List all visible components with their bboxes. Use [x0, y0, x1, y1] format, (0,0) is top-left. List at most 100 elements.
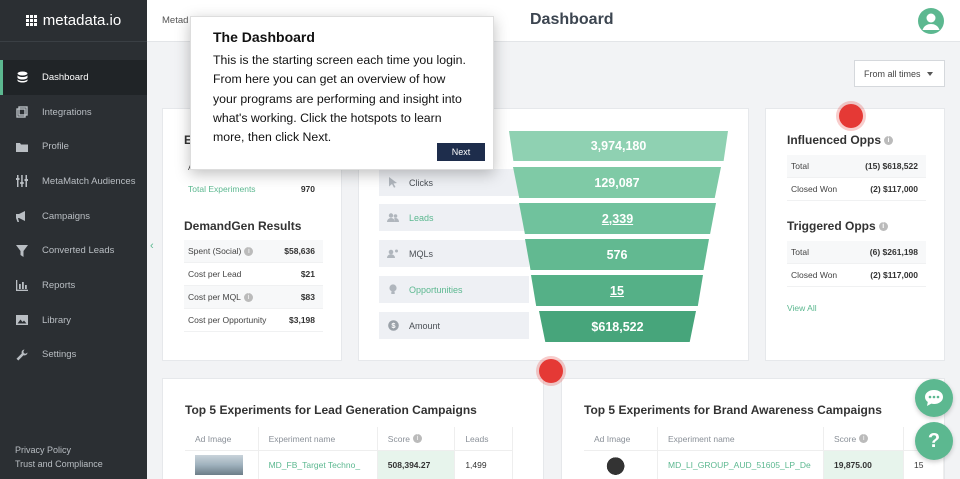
demandgen-title: DemandGen Results — [184, 219, 302, 233]
column-header-label: Score — [834, 433, 857, 444]
row-label: Closed Won — [791, 184, 838, 194]
table-header: Ad Image Experiment name Score i — [584, 427, 944, 451]
influenced-table: Total (15) $618,522 Closed Won (2) $117,00… — [787, 155, 926, 201]
row-label: Cost per Lead — [188, 269, 242, 279]
user-star-icon — [387, 249, 399, 259]
demandgen-table: Spent (Social) i $58,636 Cost per Lead $21 … — [184, 240, 323, 332]
experiment-name-cell[interactable]: MD_FB_Target Techno_ — [259, 451, 378, 479]
funnel-bar-amount: $618,522 — [539, 311, 696, 342]
tooltip-title: The Dashboard — [213, 29, 315, 45]
row-label: Cost per Opportunity — [188, 315, 267, 325]
database-icon — [15, 71, 29, 83]
brand-awareness-card: Top 5 Experiments for Brand Awareness Ca… — [561, 378, 945, 479]
sidebar-item-reports[interactable]: Reports — [0, 268, 147, 303]
chevron-left-icon[interactable]: ‹ — [150, 240, 154, 252]
sidebar-item-label: Profile — [42, 141, 69, 153]
funnel-bar-impressions: 3,974,180 — [509, 131, 728, 161]
chat-button[interactable] — [915, 379, 953, 417]
row-value: (2) $117,000 — [870, 184, 918, 194]
influenced-opps-title: Influenced Opps i — [787, 133, 894, 147]
avatar[interactable] — [918, 8, 944, 34]
row-label: Cost per MQL — [188, 291, 241, 302]
funnel-bar-opportunities: 15 — [531, 275, 703, 306]
svg-text:$: $ — [391, 321, 396, 330]
sidebar-item-converted-leads[interactable]: Converted Leads — [0, 233, 147, 268]
date-range-value: From all times — [864, 68, 921, 79]
row-value: $58,636 — [284, 246, 315, 256]
breadcrumb[interactable]: Metad — [162, 15, 189, 26]
info-icon[interactable]: i — [413, 434, 423, 443]
funnel-bar-clicks: 129,087 — [513, 167, 721, 198]
tour-tooltip: The Dashboard This is the starting scree… — [190, 16, 494, 170]
ad-image-cell — [584, 451, 658, 479]
ad-thumbnail[interactable] — [195, 455, 243, 475]
column-header[interactable]: Experiment name — [658, 427, 824, 450]
total-experiments-label[interactable]: Total Experiments — [188, 183, 256, 194]
trust-compliance-link[interactable]: Trust and Compliance — [15, 458, 103, 469]
sidebar-item-label: Dashboard — [42, 71, 89, 83]
next-button[interactable]: Next — [437, 143, 485, 161]
experiment-name-cell[interactable]: MD_LI_GROUP_AUD_51605_LP_De — [658, 451, 824, 479]
demandgen-row: Cost per Lead $21 — [184, 263, 323, 286]
total-experiments-row: Total Experiments 970 — [184, 177, 323, 200]
ad-thumbnail[interactable] — [594, 454, 630, 476]
table-row[interactable]: MD_FB_Target Techno_ 508,394.27 1,499 — [185, 451, 513, 479]
row-value: (6) $261,198 — [869, 247, 918, 257]
dollar-icon: $ — [387, 320, 399, 331]
sidebar-item-library[interactable]: Library — [0, 303, 147, 338]
sidebar-item-profile[interactable]: Profile — [0, 129, 147, 164]
funnel-value[interactable]: 2,339 — [601, 211, 634, 226]
sidebar-item-campaigns[interactable]: Campaigns — [0, 199, 147, 234]
funnel-bar-leads: 2,339 — [519, 203, 716, 234]
triggered-opps-title: Triggered Opps i — [787, 219, 888, 233]
influenced-row: Total (15) $618,522 — [787, 155, 926, 178]
info-icon[interactable]: i — [884, 136, 894, 146]
column-header[interactable]: Score i — [378, 427, 456, 450]
score-cell: 19,875.00 — [824, 451, 904, 479]
info-icon[interactable]: i — [243, 293, 253, 303]
column-header[interactable]: Score i — [824, 427, 904, 450]
funnel-bar-mqls: 576 — [525, 239, 709, 270]
date-range-select[interactable]: From all times — [854, 60, 945, 87]
privacy-policy-link[interactable]: Privacy Policy — [15, 445, 72, 455]
info-icon[interactable]: i — [878, 222, 888, 232]
page-title: Dashboard — [530, 11, 614, 28]
info-icon[interactable]: i — [244, 247, 254, 257]
hotspot[interactable] — [839, 104, 863, 128]
sidebar-item-metamatch-audiences[interactable]: MetaMatch Audiences — [0, 164, 147, 199]
funnel-label-text: Amount — [409, 320, 441, 331]
hotspot[interactable] — [539, 359, 563, 383]
column-header: Ad Image — [185, 427, 259, 450]
caret-down-icon — [926, 71, 933, 76]
logo[interactable]: metadata.io — [0, 0, 147, 42]
lead-gen-title: Top 5 Experiments for Lead Generation Ca… — [185, 403, 477, 417]
table-row[interactable]: MD_LI_GROUP_AUD_51605_LP_De 19,875.00 15 — [584, 451, 944, 479]
funnel-label-text[interactable]: Opportunities — [409, 284, 463, 295]
chat-icon — [925, 390, 943, 406]
view-all-link[interactable]: View All — [787, 303, 817, 313]
logo-icon — [25, 15, 37, 26]
demandgen-row: Spent (Social) i $58,636 — [184, 240, 323, 263]
leads-cell: 1,499 — [455, 451, 513, 479]
column-header[interactable]: Experiment name — [259, 427, 378, 450]
sidebar-item-label: Reports — [42, 279, 76, 291]
row-value: (15) $618,522 — [865, 161, 918, 171]
row-label: Closed Won — [791, 270, 838, 280]
sidebar-item-dashboard[interactable]: Dashboard — [0, 60, 147, 95]
influenced-opps-label: Influenced Opps — [787, 133, 882, 147]
lightbulb-icon — [387, 284, 399, 295]
help-button[interactable]: ? — [915, 422, 953, 460]
funnel-label-leads: Leads — [379, 204, 529, 231]
info-icon[interactable]: i — [859, 434, 869, 443]
total-experiments-value: 970 — [300, 183, 315, 194]
column-header[interactable]: Leads — [455, 427, 513, 450]
funnel-label-amount: $ Amount — [379, 312, 529, 339]
funnel-label-opportunities: Opportunities — [379, 276, 529, 303]
funnel-label-text[interactable]: Leads — [409, 212, 434, 223]
sidebar-item-settings[interactable]: Settings — [0, 338, 147, 373]
funnel-value[interactable]: 15 — [610, 283, 624, 298]
lead-gen-table: Ad Image Experiment name Score i Leads MD… — [185, 427, 513, 479]
extra-cell: 15 — [904, 451, 944, 479]
sidebar-item-label: MetaMatch Audiences — [42, 175, 136, 187]
sidebar-item-integrations[interactable]: Integrations — [0, 95, 147, 130]
